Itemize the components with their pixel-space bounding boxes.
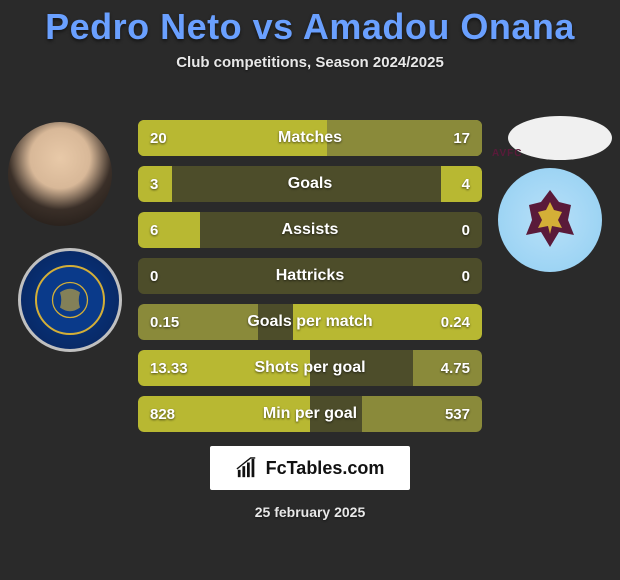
stat-label: Hattricks	[138, 267, 482, 285]
watermark-text: FcTables.com	[266, 458, 385, 479]
stat-row: 60Assists	[138, 212, 482, 248]
player2-club-badge: AVFC	[498, 168, 602, 272]
avfc-badge-text: AVFC	[492, 148, 522, 159]
villa-lion-icon	[520, 190, 580, 250]
stat-label: Goals	[138, 175, 482, 193]
stat-label: Shots per goal	[138, 359, 482, 377]
chelsea-badge-icon	[35, 265, 105, 335]
stat-row: 0.150.24Goals per match	[138, 304, 482, 340]
player2-avatar	[508, 116, 612, 160]
stat-label: Assists	[138, 221, 482, 239]
stat-row: 00Hattricks	[138, 258, 482, 294]
vs-text: vs	[242, 6, 303, 47]
stat-row: 828537Min per goal	[138, 396, 482, 432]
footer: FcTables.com 25 february 2025	[0, 446, 620, 520]
stat-row: 34Goals	[138, 166, 482, 202]
date-text: 25 february 2025	[0, 504, 620, 520]
stat-row: 13.334.75Shots per goal	[138, 350, 482, 386]
stat-label: Min per goal	[138, 405, 482, 423]
stats-bars: 2017Matches 34Goals 60Assists 00Hattricks 0.…	[138, 120, 482, 442]
stat-label: Matches	[138, 129, 482, 147]
stat-label: Goals per match	[138, 313, 482, 331]
watermark: FcTables.com	[210, 446, 411, 490]
chart-icon	[236, 457, 258, 479]
player1-avatar	[8, 122, 112, 226]
player1-club-badge	[18, 248, 122, 352]
stat-row: 2017Matches	[138, 120, 482, 156]
